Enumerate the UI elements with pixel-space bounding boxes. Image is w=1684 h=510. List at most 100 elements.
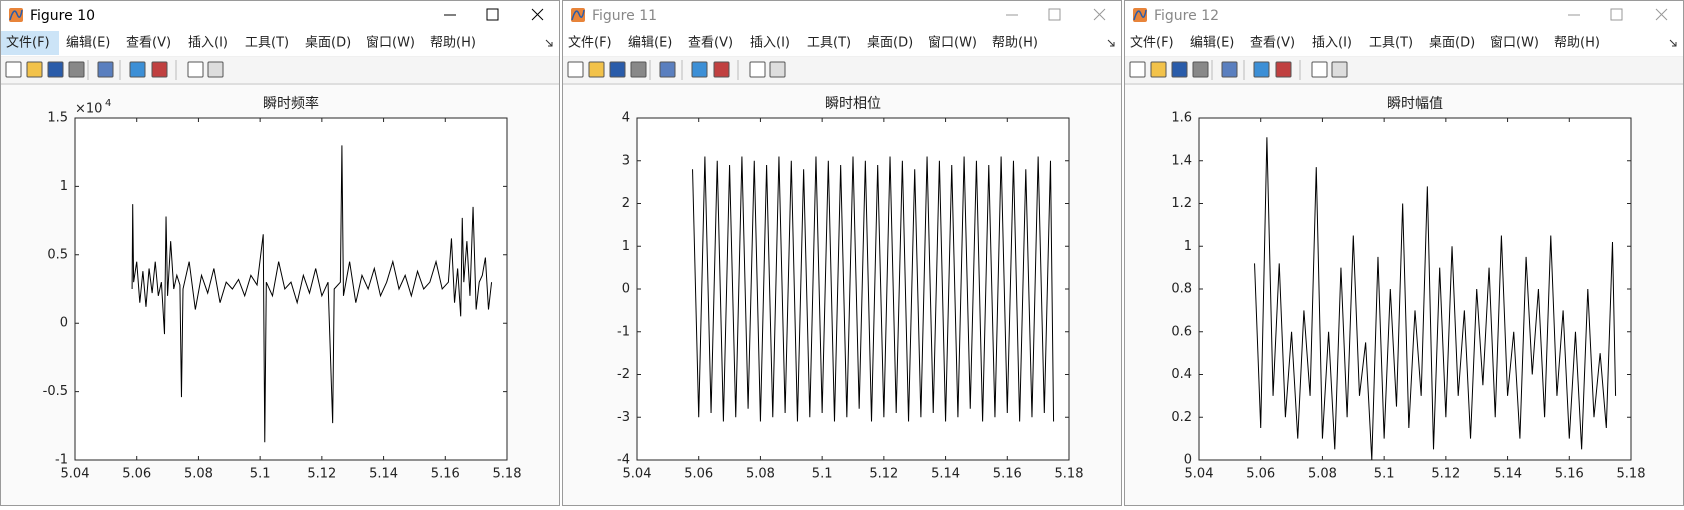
y-tick-label: 0.8 [1171,282,1192,297]
toolbar-button[interactable] [1253,61,1270,78]
y-tick-label: 0 [1184,453,1192,468]
menu-item[interactable]: 文件(F) [1130,36,1174,51]
menu-item[interactable]: 帮助(H) [992,36,1038,51]
toolbar [1,57,559,83]
window-title: Figure 12 [1154,8,1219,24]
x-tick-label: 5.16 [993,467,1022,482]
menu-item[interactable]: 桌面(D) [305,36,351,51]
x-tick-label: 5.12 [869,467,898,482]
menu-item[interactable]: 插入(I) [750,36,790,51]
menu-item[interactable]: 窗口(W) [1490,35,1539,51]
app-icon [1133,8,1147,22]
y-tick-label: 0.6 [1171,324,1192,339]
toolbar-button[interactable] [1311,61,1328,78]
chart-title: 瞬时相位 [825,96,881,112]
menu-item[interactable]: 工具(T) [1369,36,1413,51]
menu-item[interactable]: 桌面(D) [1429,36,1475,51]
close-button[interactable] [1655,8,1668,21]
menu-dock-arrow[interactable] [1107,39,1115,47]
title-bar [563,1,1121,30]
x-tick-label: 5.18 [1617,467,1646,482]
y-tick-label: -1 [55,453,68,468]
toolbar-button[interactable] [68,61,85,78]
toolbar-button[interactable] [1150,61,1167,78]
menu-item[interactable]: 查看(V) [1250,35,1295,51]
menu-item[interactable]: 帮助(H) [1554,36,1600,51]
menu-item[interactable]: 工具(T) [245,36,289,51]
toolbar-button[interactable] [1129,61,1146,78]
menu-item[interactable]: 编辑(E) [66,36,110,51]
menu-item[interactable]: 文件(F) [6,36,50,51]
toolbar-button[interactable] [691,61,708,78]
menu-item[interactable]: 编辑(E) [628,36,672,51]
y-tick-label: 1 [622,239,630,254]
x-tick-label: 5.06 [122,467,151,482]
menu-item[interactable]: 文件(F) [568,36,612,51]
toolbar-button[interactable] [1275,61,1292,78]
maximize-button[interactable] [486,8,499,21]
toolbar-button[interactable] [47,61,64,78]
menu-dock-arrow[interactable] [1669,39,1677,47]
menu-bar [563,30,1121,56]
menu-item[interactable]: 插入(I) [188,36,228,51]
toolbar-button[interactable] [609,61,626,78]
toolbar-button[interactable] [630,61,647,78]
x-tick-label: 5.12 [1431,467,1460,482]
y-tick-label: -0.5 [43,384,68,399]
menu-item[interactable]: 工具(T) [807,36,851,51]
toolbar-button[interactable] [97,61,114,78]
x-tick-label: 5.14 [1493,467,1522,482]
x-tick-label: 5.14 [369,467,398,482]
menu-item[interactable]: 编辑(E) [1190,36,1234,51]
toolbar-button[interactable] [1331,61,1348,78]
toolbar-button[interactable] [151,61,168,78]
menu-item[interactable]: 查看(V) [126,35,171,51]
toolbar-button[interactable] [129,61,146,78]
app-icon-wave [1133,9,1147,21]
toolbar-button[interactable] [1171,61,1188,78]
window-title: Figure 11 [592,8,657,24]
chart-title: 瞬时频率 [263,95,319,112]
toolbar-button[interactable] [713,61,730,78]
y-tick-label: -1 [617,324,630,339]
toolbar-button[interactable] [1192,61,1209,78]
toolbar-button[interactable] [187,61,204,78]
data-line [131,145,493,443]
x-tick-label: 5.18 [1055,467,1084,482]
app-icon-wave [571,9,585,21]
y-tick-label: -2 [617,367,630,382]
toolbar-button[interactable] [769,61,786,78]
y-tick-label: 0 [622,282,630,297]
x-tick-label: 5.06 [1246,467,1275,482]
toolbar-button[interactable] [659,61,676,78]
menu-item[interactable]: 查看(V) [688,35,733,51]
menu-dock-arrow[interactable] [545,39,553,47]
toolbar-button[interactable] [567,61,584,78]
toolbar-button[interactable] [5,61,22,78]
x-tick-label: 5.04 [61,467,90,482]
x-tick-label: 5.16 [431,467,460,482]
toolbar-button[interactable] [26,61,43,78]
y-tick-label: 1.6 [1171,111,1192,126]
y-tick-label: 0 [60,316,68,331]
maximize-button[interactable] [1048,8,1061,21]
menu-item[interactable]: 帮助(H) [430,36,476,51]
x-tick-label: 5.12 [307,467,336,482]
toolbar [563,57,1121,83]
menu-highlight [1,31,59,55]
close-button[interactable] [531,8,544,21]
toolbar-button[interactable] [749,61,766,78]
y-tick-label: 2 [622,196,630,211]
toolbar-button[interactable] [588,61,605,78]
toolbar-button[interactable] [207,61,224,78]
x-tick-label: 5.1 [250,467,271,482]
menu-item[interactable]: 窗口(W) [928,35,977,51]
menu-item[interactable]: 插入(I) [1312,36,1352,51]
toolbar-button[interactable] [1221,61,1238,78]
y-tick-label: 1.5 [47,111,68,126]
menu-item[interactable]: 桌面(D) [867,36,913,51]
maximize-button[interactable] [1610,8,1623,21]
close-button[interactable] [1093,8,1106,21]
menu-item[interactable]: 窗口(W) [366,35,415,51]
